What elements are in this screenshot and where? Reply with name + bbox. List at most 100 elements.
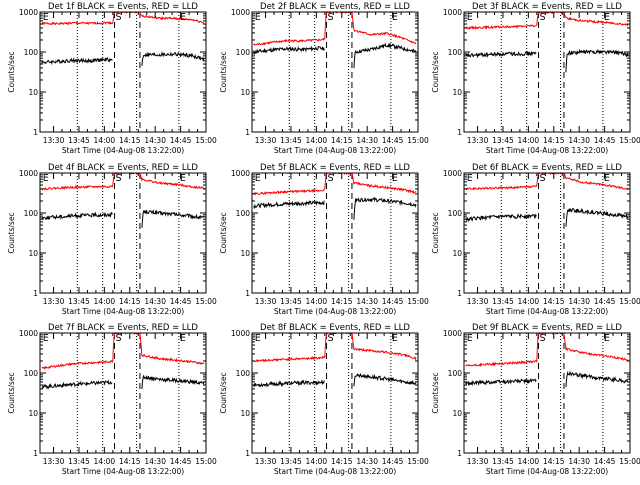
y-tick-label: 10 <box>28 249 38 258</box>
series-events-line <box>141 51 205 66</box>
event-marker-label: E <box>43 12 49 23</box>
y-tick-label: 10 <box>452 88 462 97</box>
y-tick-label: 1 <box>245 449 250 458</box>
event-marker-label: E <box>255 12 261 23</box>
x-tick-label: 13:30 <box>43 457 65 466</box>
series-events-line <box>41 379 113 390</box>
series-events-line <box>41 57 113 66</box>
y-tick-label: 100 <box>448 48 463 57</box>
event-marker-label: E <box>43 333 49 344</box>
panel-title: Det 3f BLACK = Events, RED = LLD <box>472 2 622 12</box>
x-axis-label: Start Time (04-Aug-08 13:22:00) <box>486 467 608 476</box>
event-marker-label: E <box>180 173 186 184</box>
x-tick-label: 14:15 <box>543 457 565 466</box>
x-tick-label: 15:00 <box>195 457 217 466</box>
panel-det-9: Det 9f BLACK = Events, RED = LLD 1 10 100 10… <box>431 323 640 476</box>
y-tick-label: 1000 <box>443 329 462 338</box>
y-tick-label: 1 <box>457 449 462 458</box>
plot-frame <box>463 332 631 454</box>
event-marker-label: E <box>604 333 610 344</box>
y-axis-label: Counts/sec <box>7 372 16 413</box>
event-marker-label: S <box>116 173 122 184</box>
y-tick-label: 1000 <box>19 169 38 178</box>
series-lld-line <box>253 173 417 196</box>
x-tick-label: 14:30 <box>568 136 590 145</box>
x-axis-label: Start Time (04-Aug-08 13:22:00) <box>62 146 184 155</box>
x-axis-label: Start Time (04-Aug-08 13:22:00) <box>274 307 396 316</box>
x-tick-label: 13:45 <box>280 136 302 145</box>
x-tick-label: 14:30 <box>144 136 166 145</box>
y-axis-label: Counts/sec <box>7 212 16 253</box>
plot-frame <box>39 332 207 454</box>
panel-det-3: Det 3f BLACK = Events, RED = LLD 1 10 100 10… <box>431 2 640 155</box>
x-tick-label: 13:30 <box>43 136 65 145</box>
panel-title: Det 8f BLACK = Events, RED = LLD <box>260 323 410 333</box>
y-tick-label: 10 <box>28 88 38 97</box>
x-axis-label: Start Time (04-Aug-08 13:22:00) <box>62 307 184 316</box>
event-marker-label: E <box>604 12 610 23</box>
x-tick-label: 15:00 <box>619 457 640 466</box>
y-tick-label: 1000 <box>19 329 38 338</box>
x-tick-label: 15:00 <box>619 136 640 145</box>
event-marker-label: E <box>392 173 398 184</box>
x-tick-label: 15:00 <box>407 457 429 466</box>
event-marker-label: E <box>43 173 49 184</box>
y-axis-label: Counts/sec <box>219 372 228 413</box>
series-events-line <box>565 48 629 73</box>
series-events-line <box>253 45 325 54</box>
panel-title: Det 6f BLACK = Events, RED = LLD <box>472 163 622 173</box>
series-events-line <box>465 50 537 59</box>
y-tick-label: 1 <box>245 289 250 298</box>
x-tick-label: 13:30 <box>467 297 489 306</box>
panel-title: Det 4f BLACK = Events, RED = LLD <box>48 163 198 173</box>
y-tick-label: 10 <box>240 409 250 418</box>
panel-title: Det 9f BLACK = Events, RED = LLD <box>472 323 622 333</box>
x-tick-label: 13:45 <box>492 136 514 145</box>
event-marker-label: E <box>255 333 261 344</box>
plot-frame <box>251 332 419 454</box>
x-tick-label: 14:00 <box>306 136 328 145</box>
y-tick-label: 10 <box>452 249 462 258</box>
event-marker-label: E <box>392 333 398 344</box>
event-marker-label: E <box>180 333 186 344</box>
plot-frame <box>463 11 631 133</box>
plot-frame <box>251 11 419 133</box>
x-tick-label: 14:45 <box>594 136 616 145</box>
x-tick-label: 14:30 <box>144 297 166 306</box>
series-events-line <box>41 211 113 221</box>
series-lld-line <box>465 173 629 191</box>
x-tick-label: 14:00 <box>518 457 540 466</box>
y-tick-label: 100 <box>24 369 39 378</box>
series-events-line <box>253 379 325 388</box>
y-tick-label: 100 <box>448 209 463 218</box>
event-marker-label: E <box>255 173 261 184</box>
x-tick-label: 14:15 <box>543 297 565 306</box>
event-marker-label: E <box>467 333 473 344</box>
x-tick-label: 15:00 <box>195 297 217 306</box>
x-tick-label: 14:15 <box>119 136 141 145</box>
y-tick-label: 10 <box>28 409 38 418</box>
series-events-line <box>253 200 325 210</box>
series-lld-line <box>253 12 417 46</box>
x-tick-label: 13:45 <box>68 297 90 306</box>
y-tick-label: 100 <box>448 369 463 378</box>
series-events-line <box>465 213 537 223</box>
series-events-line <box>465 378 537 387</box>
x-tick-label: 14:30 <box>144 457 166 466</box>
event-marker-label: S <box>540 12 546 23</box>
x-tick-label: 13:45 <box>68 136 90 145</box>
x-tick-label: 15:00 <box>619 297 640 306</box>
y-axis-label: Counts/sec <box>7 51 16 92</box>
x-tick-label: 14:00 <box>94 297 116 306</box>
x-tick-label: 13:45 <box>68 457 90 466</box>
x-tick-label: 14:00 <box>94 457 116 466</box>
panel-det-2: Det 2f BLACK = Events, RED = LLD 1 10 100 10… <box>219 2 429 155</box>
event-marker-label: S <box>328 333 334 344</box>
x-tick-label: 14:00 <box>94 136 116 145</box>
x-tick-label: 14:15 <box>119 297 141 306</box>
series-events-line <box>353 372 417 387</box>
event-marker-label: E <box>392 12 398 23</box>
y-axis-label: Counts/sec <box>431 372 440 413</box>
x-tick-label: 13:30 <box>43 297 65 306</box>
plot-frame <box>39 11 207 133</box>
